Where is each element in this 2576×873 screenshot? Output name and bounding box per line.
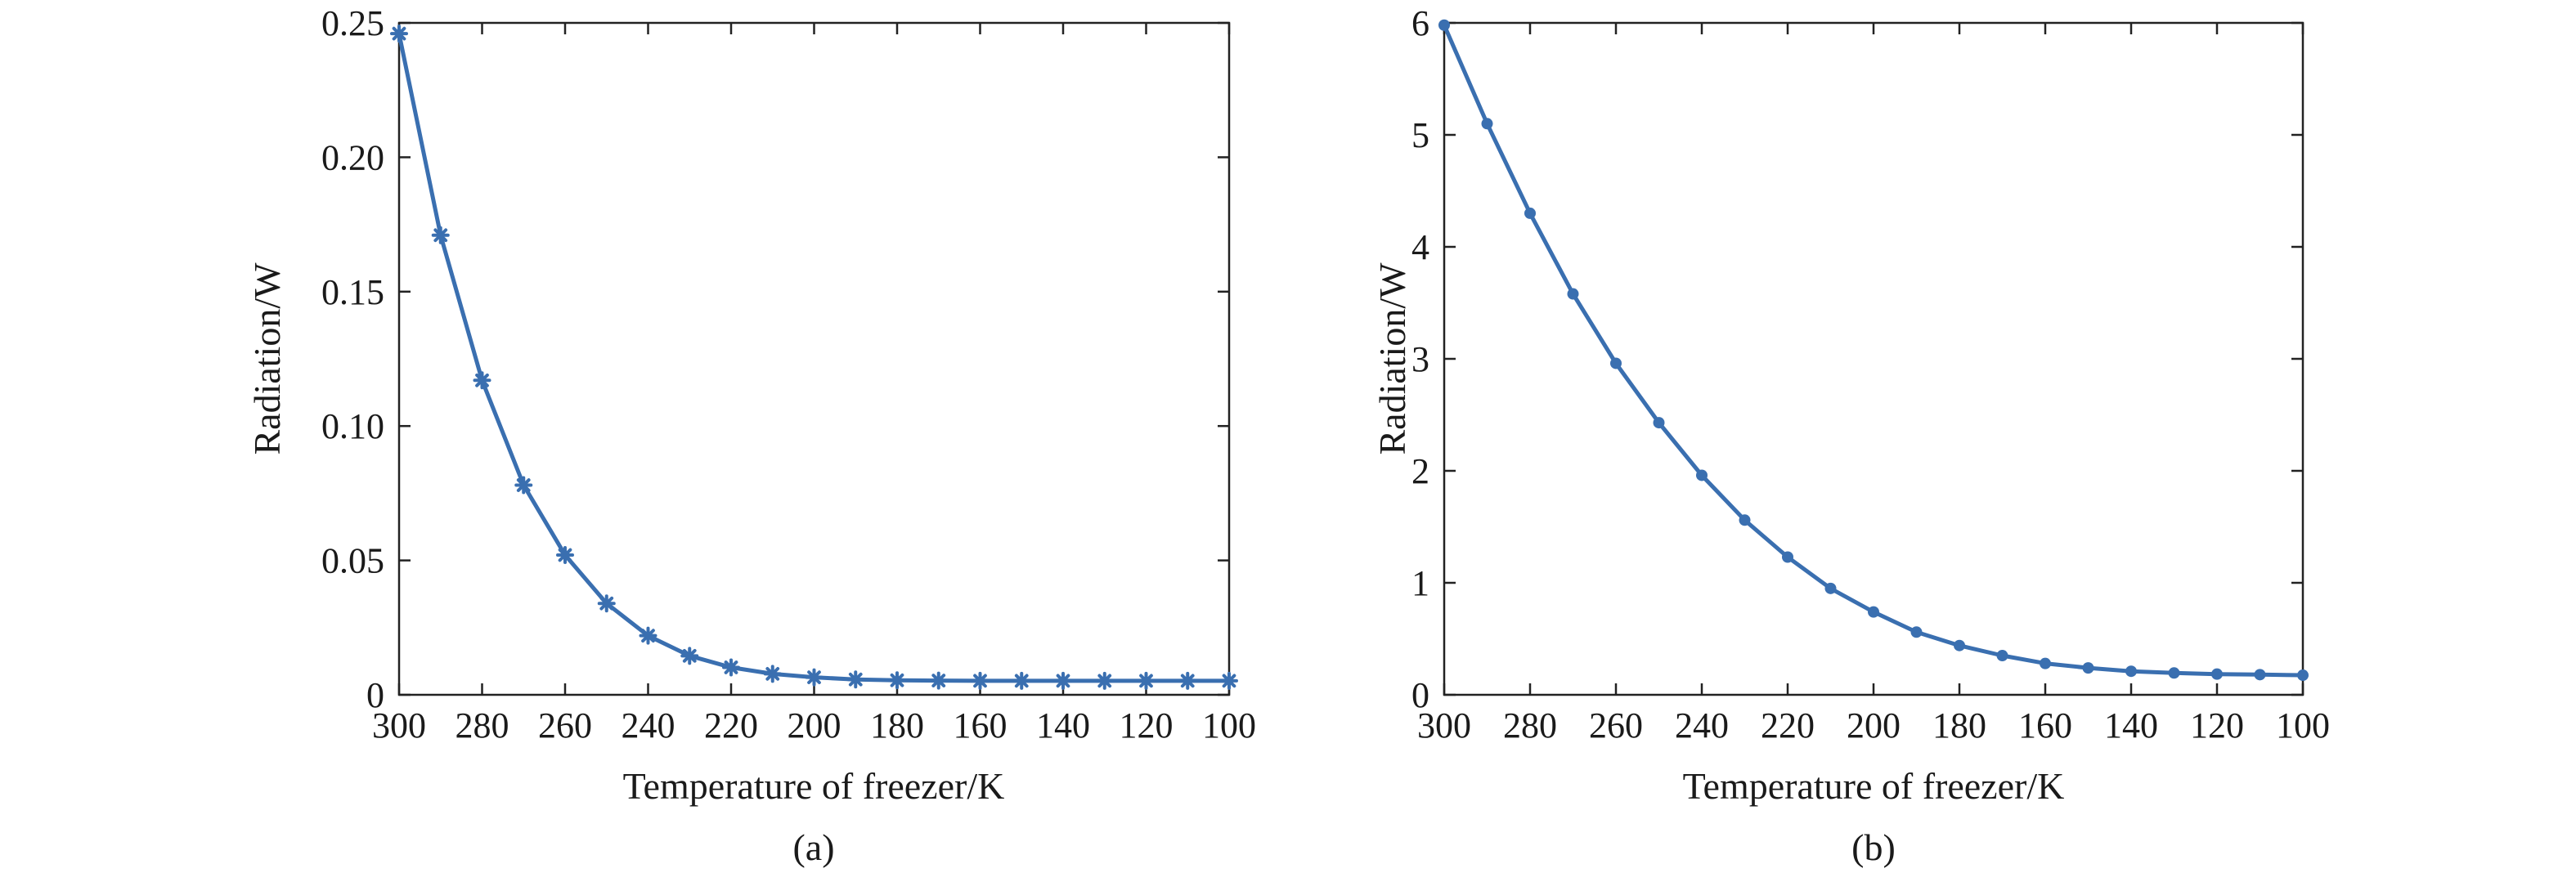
chart-a-xtick-label: 120 — [1120, 705, 1174, 745]
chart-b-xtick-label: 140 — [2104, 705, 2158, 745]
chart-b-data-point — [2211, 668, 2223, 680]
chart-a-xlabel: Temperature of freezer/K — [623, 765, 1005, 807]
chart-b-ytick-label: 4 — [1411, 227, 1429, 267]
chart-a-data-point — [1095, 671, 1114, 690]
chart-b-data-point — [1954, 639, 1965, 651]
chart-b-ytick-label: 5 — [1411, 115, 1429, 155]
chart-a-data-point — [846, 670, 865, 689]
chart-a-ytick-label: 0 — [366, 675, 384, 715]
chart-a-ytick-label: 0.10 — [321, 406, 384, 446]
chart-a-series-polyline — [397, 33, 1229, 683]
chart-b-ylabel: Radiation/W — [1371, 262, 1413, 455]
chart-a-data-point — [1012, 671, 1031, 690]
chart-a-ytick-label: 0.25 — [321, 3, 384, 43]
chart-a-caption: (a) — [792, 826, 834, 868]
chart-b-xtick-label: 180 — [1932, 705, 1986, 745]
chart-b-data-point — [1868, 606, 1879, 618]
chart-a-xtick-label: 180 — [870, 705, 924, 745]
chart-b-data-point — [2297, 669, 2309, 682]
chart-a-data-point — [1220, 671, 1238, 690]
chart-b-data-point — [1996, 650, 2008, 662]
chart-b-series-polyline — [1442, 24, 2304, 678]
chart-b-xtick-label: 160 — [2018, 705, 2072, 745]
chart-b-data-point — [1567, 288, 1579, 300]
chart-a-xtick-label: 260 — [538, 705, 592, 745]
chart-b-data-point — [2168, 667, 2180, 679]
chart-a-data-point — [514, 476, 533, 495]
chart-b-xtick-label: 100 — [2276, 705, 2330, 745]
chart-b-data-point — [1910, 626, 1923, 638]
chart-a-xtick-label: 280 — [456, 705, 509, 745]
chart-b-xtick-label: 280 — [1503, 705, 1557, 745]
chart-b-xtick-label: 300 — [1417, 705, 1471, 745]
chart-a-data-point — [431, 226, 450, 244]
chart-a-data-point — [1178, 671, 1197, 690]
chart-b-series-line — [1442, 24, 2304, 678]
chart-a-xtick-label: 140 — [1036, 705, 1090, 745]
chart-b-xtick-label: 240 — [1675, 705, 1729, 745]
chart-b-data-point — [1696, 469, 1708, 481]
chart-b-data-point — [1739, 514, 1751, 526]
chart-b-xtick-label: 200 — [1847, 705, 1901, 745]
chart-a-data-point — [390, 25, 408, 43]
chart-b-ytick-label: 2 — [1411, 451, 1429, 491]
chart-b-data-point — [2040, 657, 2051, 669]
chart-b-ytick-label: 0 — [1411, 675, 1429, 715]
chart-a-data-point — [763, 665, 782, 683]
chart-a-data-point — [597, 594, 616, 613]
chart-a: 300 280 260 240 220 200 180 160 140 120 100 0 0.05 0.… — [246, 3, 1256, 868]
chart-a-ylabel: Radiation/W — [246, 262, 288, 455]
chart-a-xtick-label: 100 — [1202, 705, 1256, 745]
chart-b-data-point — [1610, 357, 1622, 369]
chart-b-data-point — [1824, 582, 1837, 594]
chart-b-xlabel: Temperature of freezer/K — [1683, 765, 2065, 807]
chart-b-data-point — [1653, 417, 1665, 429]
chart-a-series-line — [397, 33, 1229, 683]
chart-a-data-point — [1137, 671, 1156, 690]
chart-b-data-point — [1438, 19, 1450, 31]
chart-b-xtick-label: 120 — [2190, 705, 2244, 745]
chart-b-data-point — [2125, 665, 2137, 678]
chart-b-ytick-label: 6 — [1411, 3, 1429, 43]
chart-b-data-point — [1782, 551, 1793, 563]
chart-a-xtick-label: 300 — [372, 705, 426, 745]
chart-a-data-point — [473, 371, 491, 390]
chart-a-data-point — [929, 671, 948, 690]
chart-a-xtick-label: 200 — [788, 705, 841, 745]
chart-b-markers — [1438, 19, 2309, 682]
chart-b-ytick-label: 1 — [1411, 563, 1429, 603]
chart-a-data-point — [888, 671, 906, 690]
chart-a-data-point — [556, 546, 574, 565]
chart-a-xtick-label: 160 — [954, 705, 1008, 745]
chart-a-ytick-label: 0.05 — [321, 541, 384, 581]
chart-b-data-point — [1524, 207, 1536, 219]
chart-b-xtick-label: 260 — [1589, 705, 1643, 745]
chart-a-data-point — [971, 671, 990, 690]
chart-a-ticks: 300 280 260 240 220 200 180 160 140 120 100 0 0.05 0.… — [321, 3, 1256, 745]
chart-a-xtick-label: 220 — [704, 705, 758, 745]
chart-b-caption: (b) — [1851, 826, 1896, 868]
chart-a-ytick-label: 0.15 — [321, 272, 384, 312]
chart-a-ytick-label: 0.20 — [321, 137, 384, 177]
chart-b-ytick-label: 3 — [1411, 339, 1429, 379]
chart-a-data-point — [1054, 671, 1072, 690]
chart-a-data-point — [722, 658, 740, 677]
chart-b: 300 280 260 240 220 200 180 160 140 120 100 0 1 2 3 4 5 6… — [1371, 3, 2330, 868]
chart-b-plot-frame — [1443, 21, 2304, 696]
chart-a-data-point — [639, 626, 657, 645]
chart-b-xtick-label: 220 — [1761, 705, 1815, 745]
chart-a-plot-frame — [397, 21, 1231, 696]
chart-b-data-point — [1481, 118, 1493, 130]
chart-b-data-point — [2082, 662, 2094, 674]
chart-a-xtick-label: 240 — [622, 705, 675, 745]
chart-b-ticks: 300 280 260 240 220 200 180 160 140 120 100 0 1 2 3 4 5 6 — [1411, 3, 2330, 745]
chart-a-data-point — [805, 668, 824, 687]
chart-a-markers — [390, 25, 1238, 690]
chart-a-data-point — [680, 647, 699, 665]
chart-b-data-point — [2254, 669, 2266, 681]
